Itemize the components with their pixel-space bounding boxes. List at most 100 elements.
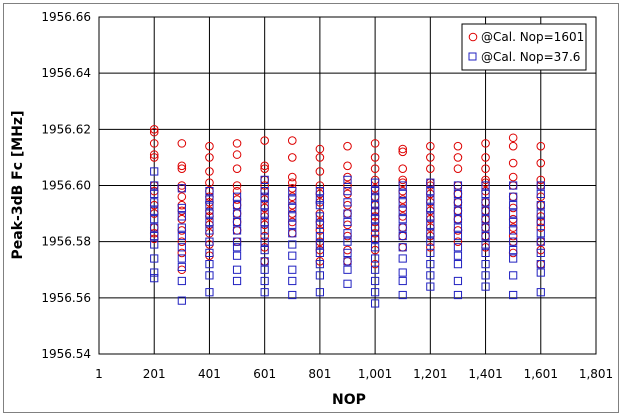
point-series-2: [398, 181, 407, 190]
point-series-2: [509, 271, 518, 280]
point-series-2: [177, 262, 186, 272]
point-series-1: [260, 181, 269, 190]
point-series-2: [509, 254, 518, 263]
point-series-2: [315, 288, 324, 297]
point-series-2: [398, 215, 407, 224]
point-series-2: [536, 237, 545, 246]
point-series-1: [177, 226, 187, 235]
point-series-2: [343, 229, 352, 238]
point-series-2: [536, 209, 545, 218]
point-series-1: [426, 153, 435, 162]
point-series-1: [508, 203, 518, 213]
point-series-2: [150, 274, 159, 283]
y-tick-label: 1956.56: [41, 291, 91, 305]
point-series-2: [205, 226, 214, 235]
point-series-2: [481, 223, 490, 232]
point-series-1: [398, 195, 408, 204]
point-series-2: [343, 257, 352, 266]
point-series-2: [481, 248, 490, 258]
point-series-2: [177, 296, 186, 305]
point-series-1: [370, 153, 380, 162]
point-series-2: [260, 209, 269, 218]
point-series-2: [536, 217, 545, 227]
point-series-2: [426, 203, 435, 213]
point-series-2: [453, 215, 463, 224]
point-series-1: [232, 209, 242, 218]
point-series-1: [508, 223, 518, 232]
point-series-2: [481, 215, 490, 224]
point-series-2: [509, 226, 518, 235]
point-series-2: [398, 223, 407, 232]
point-series-1: [398, 175, 408, 185]
point-series-2: [150, 206, 159, 215]
point-series-2: [315, 220, 324, 229]
point-series-1: [453, 214, 463, 224]
point-series-2: [509, 245, 518, 255]
point-series-2: [343, 265, 352, 274]
point-series-1: [398, 223, 408, 232]
point-series-1: [177, 214, 187, 224]
point-series-2: [232, 226, 242, 235]
point-series-2: [288, 240, 297, 249]
point-series-1: [508, 248, 518, 258]
point-series-2: [177, 203, 186, 213]
point-series-1: [398, 203, 408, 213]
point-series-1: [453, 237, 463, 246]
point-series-1: [177, 192, 187, 202]
point-series-2: [398, 243, 407, 252]
point-series-2: [481, 260, 490, 269]
point-series-2: [315, 248, 324, 258]
point-series-2: [398, 189, 407, 199]
point-series-2: [453, 243, 463, 252]
point-series-2: [398, 254, 407, 263]
point-series-1: [453, 141, 463, 151]
point-series-2: [453, 231, 463, 241]
point-series-2: [205, 237, 214, 246]
point-series-2: [260, 237, 269, 246]
point-series-2: [371, 201, 380, 210]
point-series-2: [260, 288, 269, 297]
point-series-2: [315, 195, 324, 204]
point-series-2: [343, 187, 352, 196]
point-series-2: [536, 288, 545, 297]
point-series-2: [260, 226, 269, 235]
point-series-1: [508, 192, 518, 202]
point-series-2: [205, 288, 214, 297]
point-series-1: [232, 150, 242, 159]
point-series-2: [205, 195, 214, 204]
point-series-1: [343, 141, 352, 151]
point-series-1: [343, 161, 352, 171]
point-series-1: [287, 178, 297, 187]
point-series-1: [398, 147, 408, 157]
point-series-2: [343, 175, 352, 184]
x-tick-label: 201: [143, 367, 166, 381]
point-series-1: [287, 153, 297, 162]
point-series-2: [371, 288, 380, 297]
point-series-2: [426, 260, 435, 269]
point-series-1: [315, 167, 325, 176]
point-series-1: [205, 178, 214, 187]
point-series-1: [177, 161, 187, 171]
point-series-2: [371, 223, 380, 232]
point-series-1: [453, 153, 463, 162]
point-series-2: [150, 215, 159, 224]
point-series-2: [150, 240, 159, 249]
point-series-1: [232, 200, 242, 210]
point-series-2: [260, 201, 269, 210]
point-series-2: [288, 212, 297, 221]
y-tick-label: 1956.60: [41, 179, 91, 193]
point-series-1: [287, 217, 297, 227]
x-tick-label: 401: [198, 367, 221, 381]
point-series-1: [536, 175, 546, 185]
point-series-2: [398, 198, 407, 207]
point-series-2: [232, 265, 242, 274]
x-tick-label: 801: [308, 367, 331, 381]
point-series-1: [453, 226, 463, 235]
point-series-2: [426, 212, 435, 221]
point-series-1: [426, 242, 435, 252]
y-tick-label: 1956.64: [41, 66, 91, 80]
point-series-2: [343, 248, 352, 258]
legend-label-series-2: @Cal. Nop=37.6: [481, 50, 580, 64]
point-series-2: [315, 201, 324, 210]
point-series-2: [536, 248, 545, 258]
